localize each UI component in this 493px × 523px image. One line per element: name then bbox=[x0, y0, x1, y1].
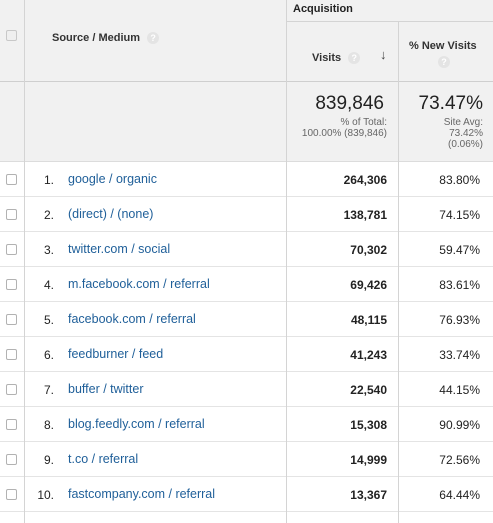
row-divider bbox=[0, 371, 493, 372]
visits-value: 41,243 bbox=[350, 348, 387, 362]
source-medium-link[interactable]: m.facebook.com / referral bbox=[68, 277, 210, 291]
row-divider bbox=[0, 511, 493, 512]
visits-value: 48,115 bbox=[350, 313, 387, 327]
new-visits-site-avg: Site Avg: 73.42% (0.06%) bbox=[444, 117, 483, 150]
new-visits-value: 74.15% bbox=[439, 208, 480, 222]
new-visits-value: 83.61% bbox=[439, 278, 480, 292]
visits-value: 14,999 bbox=[350, 453, 387, 467]
help-icon[interactable]: ? bbox=[438, 56, 450, 68]
site-avg-delta: (0.06%) bbox=[447, 139, 483, 150]
row-rank: 7. bbox=[43, 383, 54, 397]
new-visits-value: 83.80% bbox=[439, 173, 480, 187]
source-medium-header[interactable]: Source / Medium ? bbox=[52, 32, 160, 45]
row-rank: 2. bbox=[43, 208, 54, 222]
table-header bbox=[0, 0, 493, 82]
row-rank: 1. bbox=[43, 173, 54, 187]
visits-value: 69,426 bbox=[350, 278, 387, 292]
row-rank: 9. bbox=[43, 453, 54, 467]
visits-total-note: % of Total: 100.00% (839,846) bbox=[302, 117, 387, 139]
visits-value: 264,306 bbox=[343, 173, 387, 187]
column-divider bbox=[398, 21, 399, 523]
row-checkbox[interactable] bbox=[6, 209, 17, 220]
row-rank: 6. bbox=[43, 348, 54, 362]
row-checkbox[interactable] bbox=[6, 314, 17, 325]
visits-value: 138,781 bbox=[343, 208, 387, 222]
row-checkbox[interactable] bbox=[6, 489, 17, 500]
table-row: 7. buffer / twitter 22,540 44.15% bbox=[0, 372, 493, 407]
row-divider bbox=[0, 406, 493, 407]
row-checkbox[interactable] bbox=[6, 454, 17, 465]
row-checkbox[interactable] bbox=[6, 174, 17, 185]
site-avg-value: 73.42% bbox=[449, 128, 483, 139]
visits-value: 22,540 bbox=[350, 383, 387, 397]
new-visits-value: 59.47% bbox=[439, 243, 480, 257]
row-divider bbox=[0, 301, 493, 302]
new-visits-value: 72.56% bbox=[439, 453, 480, 467]
source-medium-link[interactable]: fastcompany.com / referral bbox=[68, 487, 216, 501]
table-row: 2. (direct) / (none) 138,781 74.15% bbox=[0, 197, 493, 232]
column-divider bbox=[286, 0, 287, 523]
select-all-checkbox[interactable] bbox=[6, 30, 17, 41]
new-visits-value: 44.15% bbox=[439, 383, 480, 397]
table-row: 5. facebook.com / referral 48,115 76.93% bbox=[0, 302, 493, 337]
source-medium-link[interactable]: (direct) / (none) bbox=[68, 207, 154, 221]
row-rank: 4. bbox=[43, 278, 54, 292]
row-divider bbox=[0, 441, 493, 442]
row-checkbox[interactable] bbox=[6, 349, 17, 360]
row-rank: 3. bbox=[43, 243, 54, 257]
new-visits-header[interactable]: % New Visits bbox=[409, 40, 477, 52]
visits-value: 70,302 bbox=[350, 243, 387, 257]
source-medium-link[interactable]: feedburner / feed bbox=[68, 347, 164, 361]
row-divider bbox=[0, 231, 493, 232]
row-checkbox[interactable] bbox=[6, 279, 17, 290]
table-row: 9. t.co / referral 14,999 72.56% bbox=[0, 442, 493, 477]
new-visits-value: 33.74% bbox=[439, 348, 480, 362]
new-visits-value: 64.44% bbox=[439, 488, 480, 502]
help-icon[interactable]: ? bbox=[147, 32, 160, 45]
table-row: 6. feedburner / feed 41,243 33.74% bbox=[0, 337, 493, 372]
acquisition-group-label: Acquisition bbox=[293, 3, 353, 15]
visits-total: 839,846 bbox=[315, 93, 384, 114]
column-divider bbox=[24, 0, 25, 523]
table-row: 1. google / organic 264,306 83.80% bbox=[0, 162, 493, 197]
new-visits-value: 90.99% bbox=[439, 418, 480, 432]
row-checkbox[interactable] bbox=[6, 244, 17, 255]
group-divider bbox=[286, 21, 493, 22]
source-medium-link[interactable]: t.co / referral bbox=[68, 452, 139, 466]
source-medium-header-label: Source / Medium bbox=[52, 32, 141, 44]
row-divider bbox=[0, 266, 493, 267]
row-rank: 10. bbox=[37, 488, 54, 502]
site-avg-label: Site Avg: bbox=[443, 117, 483, 128]
row-divider bbox=[0, 336, 493, 337]
visits-total-note-value: 100.00% (839,846) bbox=[301, 128, 387, 139]
source-medium-link[interactable]: twitter.com / social bbox=[68, 242, 171, 256]
arrow-down-icon[interactable]: ↓ bbox=[380, 47, 387, 62]
visits-header[interactable]: Visits ? bbox=[312, 52, 361, 65]
source-medium-link[interactable]: buffer / twitter bbox=[68, 382, 144, 396]
table-row: 10. fastcompany.com / referral 13,367 64.44… bbox=[0, 477, 493, 512]
help-icon[interactable]: ? bbox=[348, 52, 361, 65]
row-divider bbox=[0, 196, 493, 197]
source-medium-link[interactable]: google / organic bbox=[68, 172, 157, 186]
new-visits-total: 73.47% bbox=[418, 93, 483, 114]
summary-row bbox=[0, 82, 493, 162]
row-rank: 5. bbox=[43, 313, 54, 327]
row-divider bbox=[0, 476, 493, 477]
table-row: 8. blog.feedly.com / referral 15,308 90.99% bbox=[0, 407, 493, 442]
table-row: 4. m.facebook.com / referral 69,426 83.61% bbox=[0, 267, 493, 302]
visits-header-label: Visits bbox=[312, 52, 342, 64]
new-visits-value: 76.93% bbox=[439, 313, 480, 327]
source-medium-link[interactable]: blog.feedly.com / referral bbox=[68, 417, 205, 431]
source-medium-link[interactable]: facebook.com / referral bbox=[68, 312, 196, 326]
table-row: 3. twitter.com / social 70,302 59.47% bbox=[0, 232, 493, 267]
row-checkbox[interactable] bbox=[6, 384, 17, 395]
visits-value: 13,367 bbox=[350, 488, 387, 502]
row-rank: 8. bbox=[43, 418, 54, 432]
row-checkbox[interactable] bbox=[6, 419, 17, 430]
visits-value: 15,308 bbox=[350, 418, 387, 432]
visits-total-note-label: % of Total: bbox=[340, 117, 387, 128]
